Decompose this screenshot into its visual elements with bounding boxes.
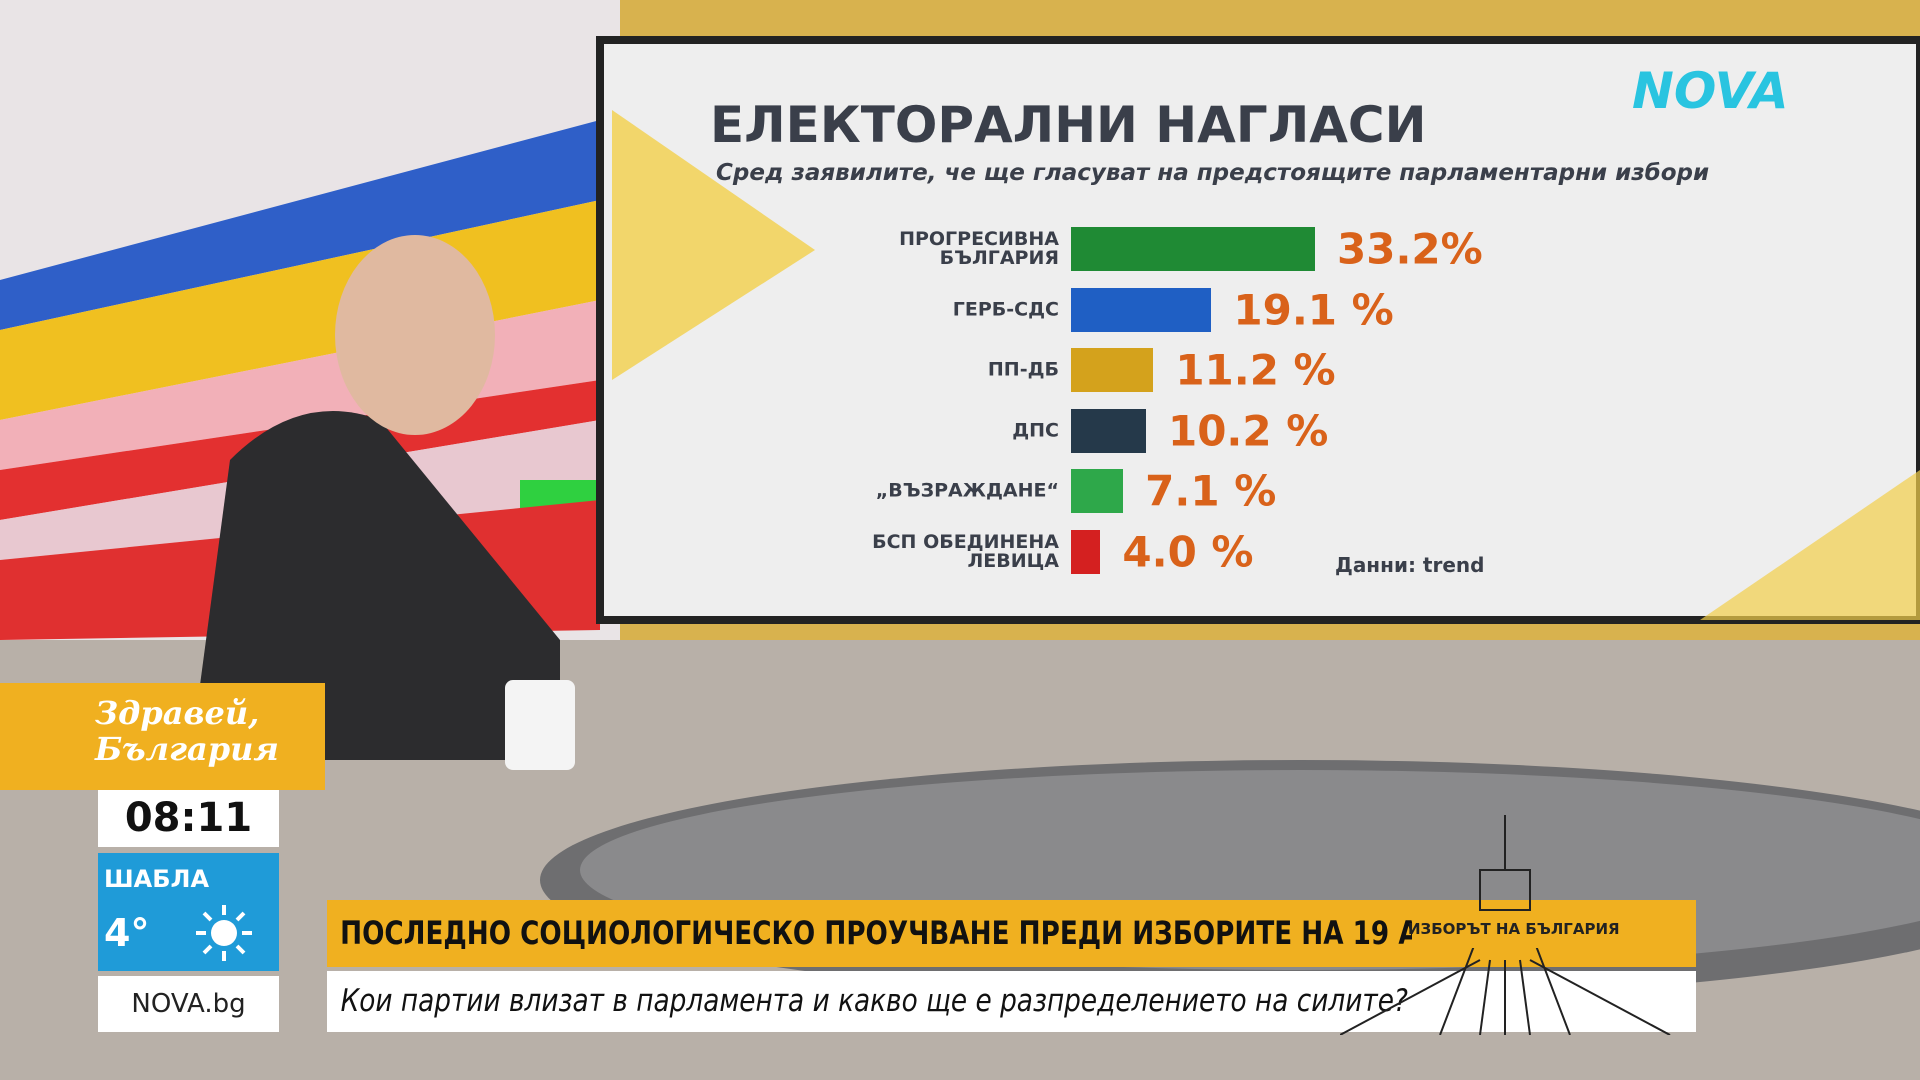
bar bbox=[1071, 529, 1101, 574]
value-label: 7.1 % bbox=[1145, 466, 1277, 516]
category-label: „ВЪЗРАЖДАНЕ“ bbox=[875, 479, 1059, 502]
chart-source: Данни: trend bbox=[1335, 553, 1485, 577]
show-box: Здравей, България bbox=[0, 683, 325, 790]
weather-city: ШАБЛА bbox=[104, 865, 210, 893]
clock: 08:11 bbox=[98, 790, 279, 847]
category-label: БСП ОБЕДИНЕНА ЛЕВИЦА bbox=[872, 530, 1059, 572]
bar bbox=[1071, 287, 1212, 332]
category-label: ДПС bbox=[1012, 419, 1059, 441]
badge: ИЗБОРЪТ НА БЪЛГАРИЯ bbox=[1408, 920, 1620, 938]
subheadline: Кои партии влизат в парламента и какво щ… bbox=[340, 983, 1408, 1019]
value-label: 10.2 % bbox=[1167, 406, 1329, 455]
category-label: ПРОГРЕСИВНА БЪЛГАРИЯ bbox=[899, 228, 1059, 269]
election-emblem bbox=[1340, 815, 1671, 1035]
value-label: 11.2 % bbox=[1175, 345, 1336, 395]
subheadline-bar: Кои партии влизат в парламента и какво щ… bbox=[327, 971, 1696, 1032]
website: NOVA.bg bbox=[98, 976, 279, 1032]
weather-box: ШАБЛА 4° bbox=[98, 853, 279, 971]
show-name: Здравей, България bbox=[95, 694, 279, 768]
bar bbox=[1071, 469, 1124, 513]
value-label: 4.0 % bbox=[1122, 527, 1254, 576]
value-label: 19.1 % bbox=[1233, 285, 1394, 334]
category-label: ПП-ДБ bbox=[987, 358, 1059, 381]
chart-subtitle: Сред заявилите, че ще гласуват на предст… bbox=[716, 160, 1710, 186]
bar bbox=[1071, 408, 1146, 453]
bar bbox=[1071, 348, 1154, 392]
category-label: ГЕРБ-СДС bbox=[952, 298, 1059, 320]
channel-logo: NOVA bbox=[1632, 62, 1789, 120]
headline: ПОСЛЕДНО СОЦИОЛОГИЧЕСКО ПРОУЧВАНЕ ПРЕДИ … bbox=[340, 914, 1504, 952]
sun-icon bbox=[196, 905, 252, 961]
chart-title: ЕЛЕКТОРАЛНИ НАГЛАСИ bbox=[710, 96, 1427, 154]
value-label: 33.2% bbox=[1337, 224, 1483, 274]
weather-temperature: 4° bbox=[104, 911, 150, 955]
bar bbox=[1071, 227, 1316, 271]
